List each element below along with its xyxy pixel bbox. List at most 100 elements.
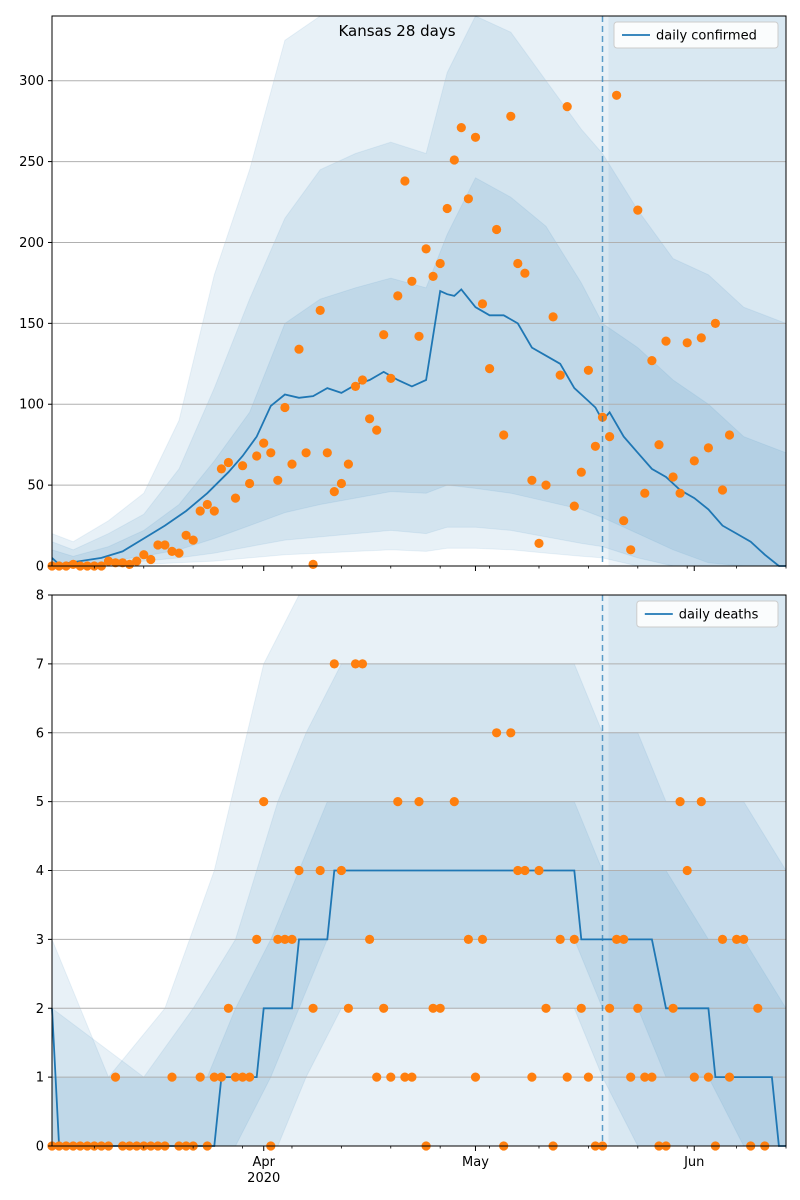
data-point (590, 441, 601, 451)
x-tick-label: May (462, 1155, 489, 1170)
data-point (280, 402, 290, 413)
data-point (125, 559, 135, 570)
data-point (343, 459, 353, 469)
data-point (110, 558, 121, 568)
data-point (252, 451, 262, 461)
data-point (724, 430, 735, 440)
data-point (252, 934, 262, 945)
data-point (343, 1003, 353, 1013)
data-point (294, 344, 304, 354)
data-point (703, 1072, 714, 1082)
data-point (167, 546, 177, 557)
data-point (435, 1003, 445, 1013)
data-point (612, 934, 622, 945)
x-tick-label: Jun (683, 1155, 704, 1170)
y-tick-label: 4 (36, 864, 44, 879)
y-tick-label: 200 (19, 236, 44, 251)
data-point (668, 472, 678, 482)
confirmed-y-ticks: 0 50 100 150 200 250 300 (19, 74, 52, 575)
data-point (245, 1072, 255, 1082)
data-point (68, 559, 78, 570)
data-point (245, 478, 255, 489)
data-point (605, 432, 615, 442)
data-point (506, 728, 516, 738)
data-point (202, 499, 212, 510)
data-point (717, 934, 728, 945)
data-point (513, 865, 523, 876)
y-tick-label: 300 (19, 74, 44, 89)
legend-box (636, 600, 779, 628)
data-point (379, 1003, 389, 1013)
data-point (216, 1072, 226, 1082)
data-point (365, 414, 375, 424)
y-tick-label: 100 (19, 398, 44, 413)
data-point (647, 356, 657, 366)
data-point (357, 659, 368, 669)
y-tick-label: 5 (36, 795, 44, 810)
data-point (322, 448, 332, 458)
data-point (534, 865, 544, 876)
data-point (633, 205, 643, 215)
data-point (273, 934, 283, 945)
data-point (732, 934, 742, 945)
data-point (449, 155, 459, 165)
data-point (675, 797, 685, 807)
data-point (626, 545, 636, 555)
data-point (477, 299, 488, 309)
data-point (696, 797, 706, 807)
data-point (576, 467, 586, 477)
data-point (118, 558, 128, 568)
data-point (689, 1072, 699, 1082)
data-point (259, 438, 269, 448)
data-point (506, 111, 516, 121)
y-tick-label: 3 (36, 933, 44, 948)
data-point (209, 506, 219, 516)
data-point (230, 1072, 241, 1082)
data-point (273, 475, 283, 485)
data-point (379, 330, 389, 340)
data-point (329, 659, 339, 669)
data-point (513, 258, 523, 269)
data-point (195, 1072, 205, 1082)
confirmed-line-layer (51, 288, 786, 567)
data-point (386, 373, 396, 383)
data-point (181, 530, 191, 540)
data-point (280, 934, 290, 945)
data-point (365, 934, 375, 945)
data-point (633, 1003, 643, 1013)
y-tick-label: 250 (19, 155, 44, 170)
data-point (470, 1072, 481, 1082)
confirmed-points (47, 90, 735, 571)
data-point (696, 333, 706, 343)
data-point (435, 258, 445, 269)
data-point (520, 865, 530, 876)
data-point (209, 1072, 219, 1082)
confirmed-forecast-region (608, 16, 786, 566)
data-point (357, 375, 368, 385)
data-point (216, 464, 226, 474)
data-point (160, 540, 170, 550)
data-point (174, 548, 184, 558)
legend-box (613, 21, 779, 49)
data-point (372, 425, 382, 435)
data-point (576, 1003, 586, 1013)
data-point (753, 1003, 763, 1013)
y-tick-label: 1 (36, 1071, 44, 1086)
data-point (640, 488, 650, 498)
data-point (647, 1072, 657, 1082)
confirmed-panel: 0 50 100 150 200 250 300 Kansas 28 days daily … (19, 15, 787, 575)
data-point (146, 554, 156, 565)
data-point (301, 448, 311, 458)
data-point (103, 556, 114, 566)
data-point (569, 934, 579, 945)
data-point (612, 90, 622, 100)
data-point (682, 865, 692, 876)
data-point (308, 1003, 318, 1013)
data-point (188, 535, 198, 545)
data-point (710, 318, 721, 328)
data-point (477, 934, 488, 945)
data-point (548, 312, 558, 322)
y-tick-label: 8 (36, 589, 44, 604)
